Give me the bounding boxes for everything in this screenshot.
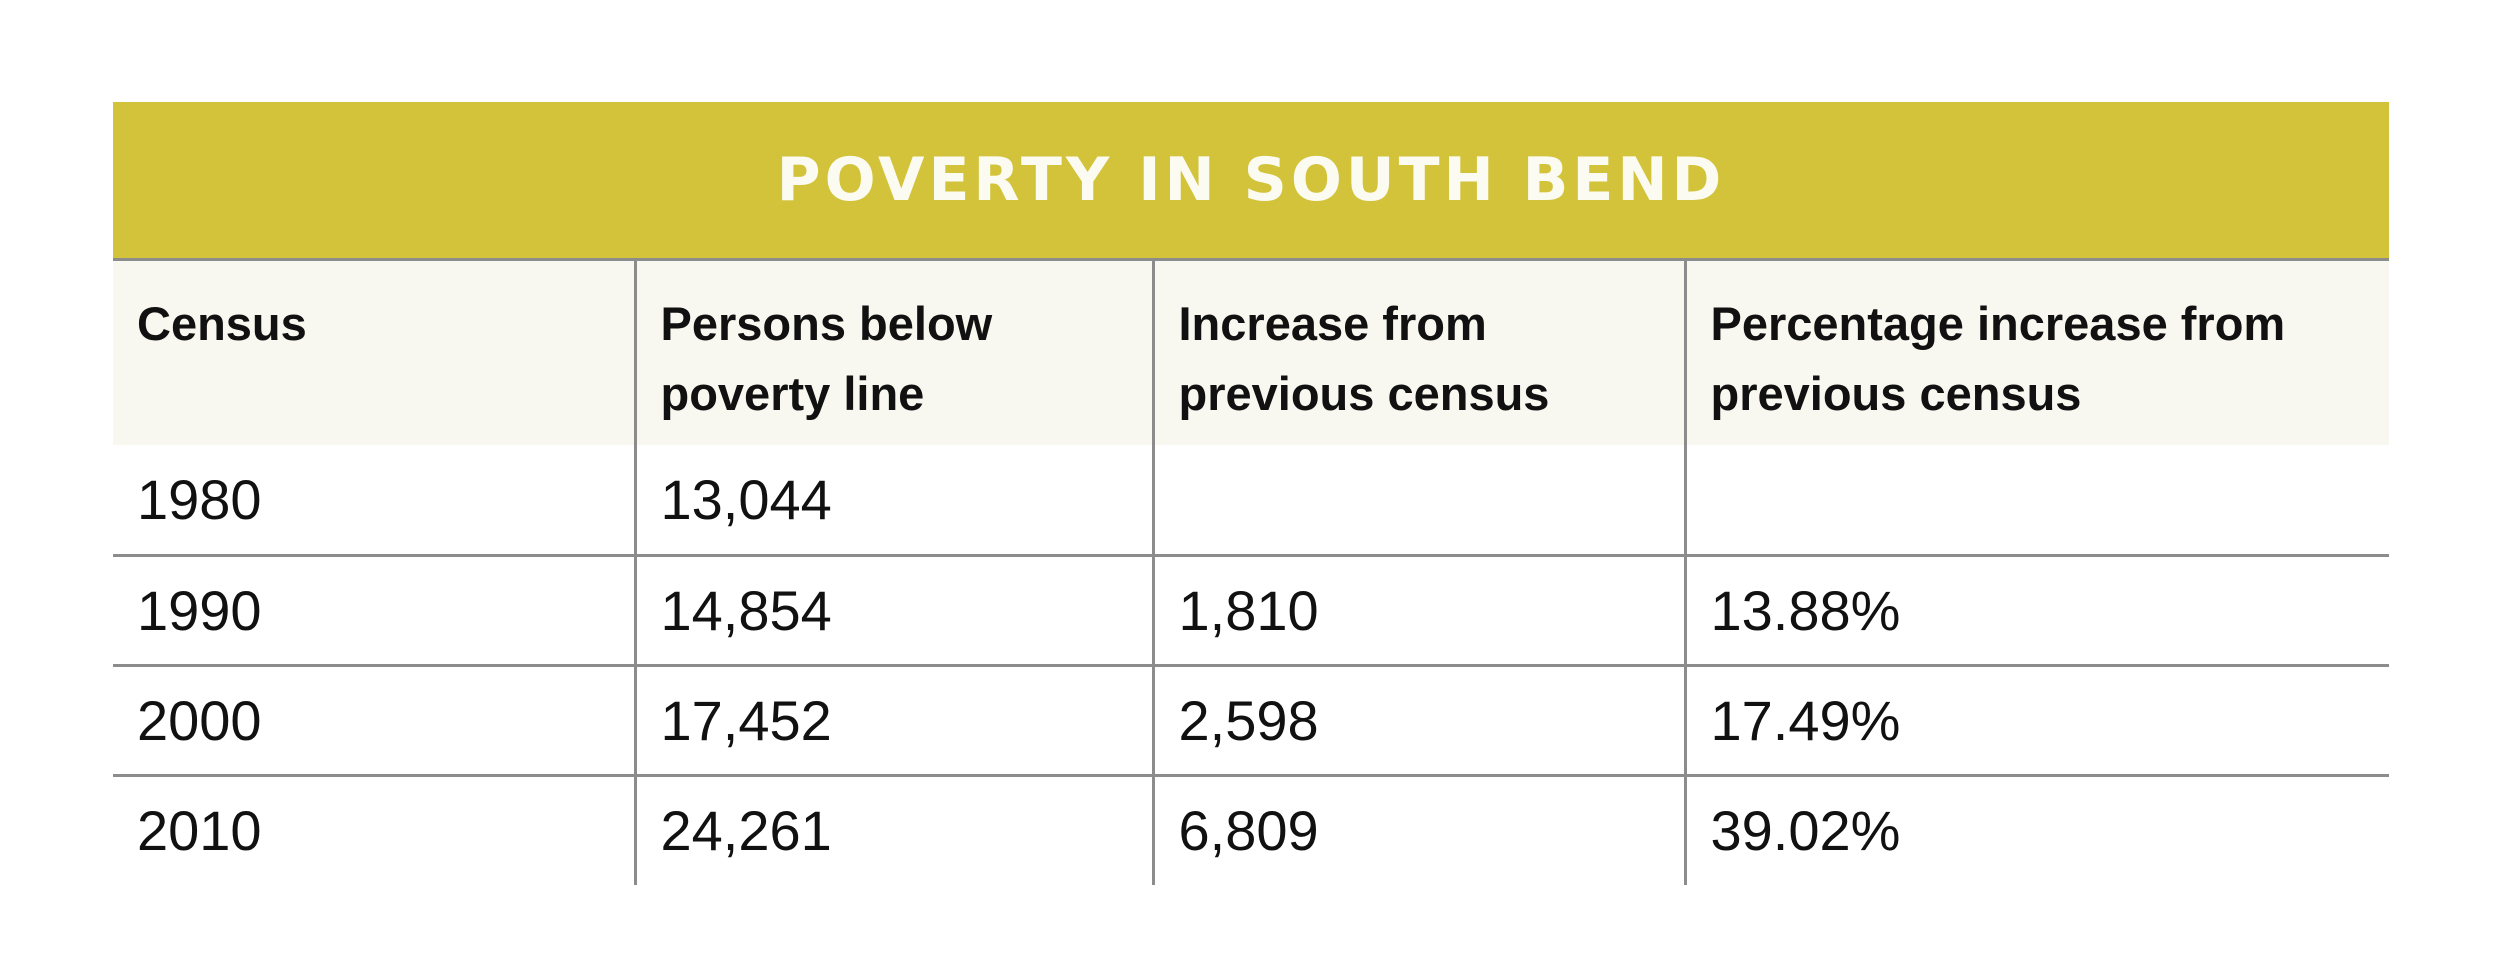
- table-row: 1990 14,854 1,810 13.88%: [113, 553, 2389, 665]
- cell-census: 2000: [113, 663, 635, 775]
- cell-percentage: 17.49%: [1683, 663, 2389, 775]
- cell-percentage: [1683, 445, 2389, 555]
- header-increase: Increase from previous census: [1151, 261, 1685, 445]
- table-row: 2010 24,261 6,809 39.02%: [113, 773, 2389, 885]
- cell-increase: 1,810: [1151, 553, 1685, 665]
- table-row: 2000 17,452 2,598 17.49%: [113, 663, 2389, 775]
- table-row: 1980 13,044: [113, 445, 2389, 555]
- cell-persons: 13,044: [633, 445, 1153, 555]
- header-persons-below-poverty: Persons below poverty line: [633, 261, 1153, 445]
- poverty-table: POVERTY IN SOUTH BEND Census Persons bel…: [113, 102, 2389, 885]
- cell-percentage: 39.02%: [1683, 773, 2389, 885]
- cell-persons: 24,261: [633, 773, 1153, 885]
- table-title: POVERTY IN SOUTH BEND: [113, 102, 2389, 261]
- cell-percentage: 13.88%: [1683, 553, 2389, 665]
- header-row: Census Persons below poverty line Increa…: [113, 261, 2389, 445]
- cell-persons: 14,854: [633, 553, 1153, 665]
- data-table: Census Persons below poverty line Increa…: [113, 261, 2389, 885]
- header-percentage-increase: Percentage increase from previous census: [1683, 261, 2389, 445]
- cell-census: 2010: [113, 773, 635, 885]
- cell-increase: 2,598: [1151, 663, 1685, 775]
- cell-census: 1980: [137, 467, 262, 531]
- cell-increase: 6,809: [1151, 773, 1685, 885]
- header-census: Census: [113, 261, 635, 445]
- cell-increase: [1151, 445, 1685, 555]
- cell-census: 1990: [113, 553, 635, 665]
- cell-persons: 17,452: [633, 663, 1153, 775]
